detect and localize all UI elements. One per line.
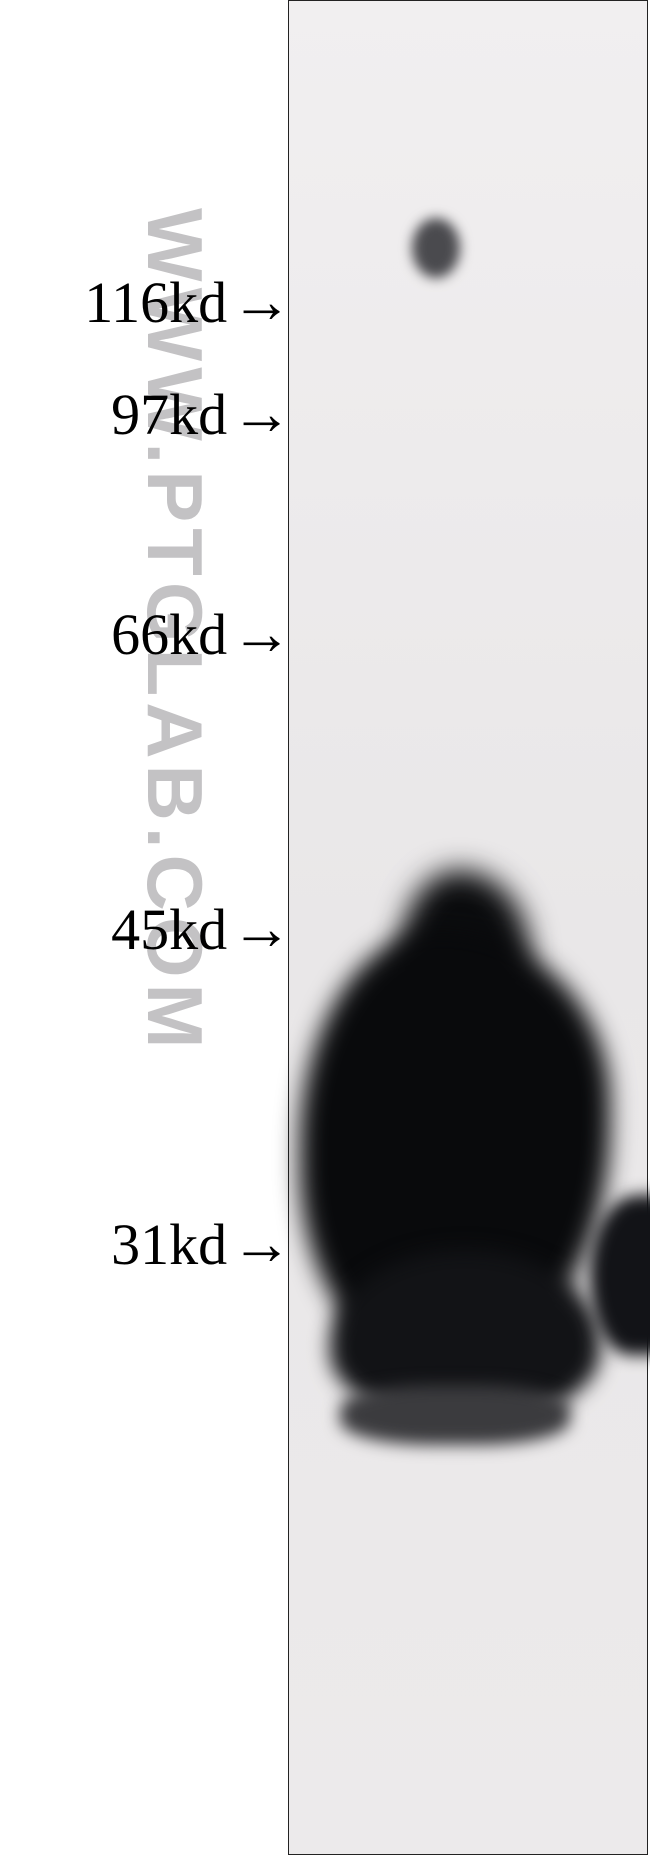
marker-row-97kd: 97kd→ bbox=[0, 380, 292, 450]
marker-row-66kd: 66kd→ bbox=[0, 600, 292, 670]
arrow-right-icon: → bbox=[231, 385, 292, 446]
band-bottom-grain bbox=[340, 1385, 570, 1445]
marker-label: 66kd bbox=[111, 601, 227, 668]
arrow-right-icon: → bbox=[231, 273, 292, 334]
arrow-right-icon: → bbox=[231, 605, 292, 666]
arrow-right-icon: → bbox=[231, 1215, 292, 1276]
marker-row-45kd: 45kd→ bbox=[0, 895, 292, 965]
artifact-spot bbox=[412, 218, 460, 278]
marker-label: 97kd bbox=[111, 381, 227, 448]
marker-label: 116kd bbox=[84, 269, 227, 336]
marker-row-116kd: 116kd→ bbox=[0, 268, 292, 338]
marker-row-31kd: 31kd→ bbox=[0, 1210, 292, 1280]
marker-label: 45kd bbox=[111, 896, 227, 963]
arrow-right-icon: → bbox=[231, 900, 292, 961]
marker-label: 31kd bbox=[111, 1211, 227, 1278]
